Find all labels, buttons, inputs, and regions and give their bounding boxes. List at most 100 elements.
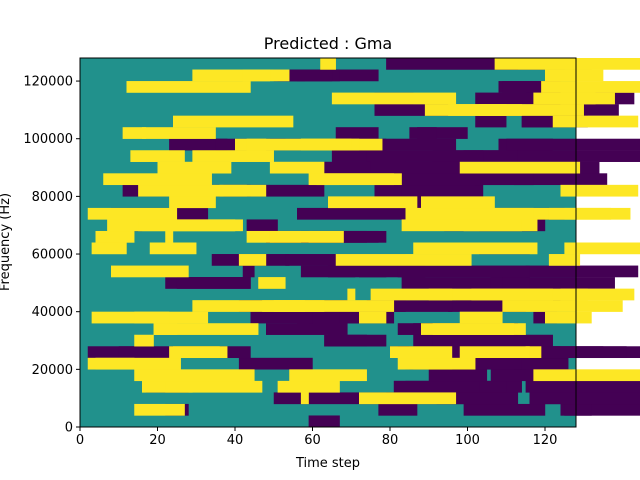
y-axis: 0 20000 40000 60000 80000 100000 120000: [23, 75, 80, 436]
heatmap-cell-high: [173, 346, 228, 359]
heatmap-cell-high: [192, 300, 325, 312]
heatmap-cell-high: [459, 161, 581, 174]
heatmap-cell-low: [463, 403, 546, 416]
heatmap-cell-low: [506, 138, 640, 151]
heatmap-cell-low: [359, 265, 426, 278]
heatmap-cell-low: [517, 150, 640, 162]
heatmap-cell-low: [266, 323, 348, 335]
y-tick-label: 120000: [23, 75, 73, 90]
chart-title: Predicted : Gma: [264, 34, 392, 53]
heatmap-cell-low: [514, 357, 522, 370]
heatmap-cell-high: [238, 254, 267, 266]
heatmap-cell-high: [390, 346, 453, 359]
heatmap-cell-low: [475, 115, 507, 128]
heatmap-cell-high: [560, 92, 615, 105]
heatmap-cell-high: [262, 300, 395, 312]
heatmap-cell-low: [448, 300, 526, 312]
heatmap-cell-high: [91, 242, 127, 255]
heatmap-cell-high: [165, 380, 263, 393]
heatmap-cell-low: [176, 277, 251, 289]
heatmap-cell-high: [560, 184, 639, 197]
heatmap-cell-high: [331, 92, 457, 105]
heatmap-cell-low: [529, 392, 640, 405]
heatmap-cell-low: [331, 150, 371, 162]
heatmap-cell-high: [359, 392, 457, 405]
heatmap-cell-low: [560, 403, 640, 416]
y-tick-label: 100000: [23, 132, 73, 147]
heatmap-cell-high: [258, 277, 286, 289]
x-axis: 0 20 40 60 80 100 120: [76, 427, 557, 448]
heatmap-cell-high: [552, 115, 639, 128]
heatmap-cell-low: [300, 265, 387, 278]
heatmap-cell-low: [475, 173, 608, 186]
heatmap-cell-low: [374, 104, 449, 116]
heatmap-cell-high: [138, 184, 267, 197]
y-tick-label: 20000: [32, 363, 73, 378]
y-tick-label: 40000: [32, 305, 73, 320]
heatmap-cell-high: [413, 242, 538, 255]
heatmap-cell-low: [238, 357, 313, 370]
x-tick-label: 100: [455, 433, 480, 448]
heatmap-cell-high: [149, 242, 197, 255]
heatmap-cell-high: [103, 173, 212, 186]
heatmap-cell-low: [525, 380, 640, 393]
heatmap-cell-high: [448, 104, 507, 116]
heatmap-cell-low: [223, 184, 325, 197]
heatmap-cell-high: [320, 58, 336, 70]
heatmap-cell-high: [564, 58, 640, 70]
heatmap-cell-high: [153, 323, 259, 335]
heatmap-cell-low: [378, 184, 484, 197]
heatmap-cell-low: [87, 346, 139, 359]
heatmap-cell-low: [475, 92, 565, 105]
heatmap-cell-low: [277, 69, 333, 82]
x-tick-label: 80: [382, 433, 399, 448]
y-tick-label: 0: [65, 421, 73, 436]
heatmap-cells: [87, 58, 640, 428]
heatmap-cell-high: [359, 311, 387, 324]
heatmap-cell-low: [397, 265, 530, 278]
heatmap-cell-low: [428, 369, 488, 382]
heatmap-cell-high: [421, 323, 515, 335]
heatmap-cell-low: [502, 277, 530, 289]
heatmap-cell-low: [432, 334, 553, 347]
heatmap-cell-low: [374, 184, 402, 197]
heatmap-cell-high: [533, 369, 640, 382]
heatmap-cell-high: [494, 58, 573, 70]
heatmap-cell-high: [335, 254, 472, 266]
heatmap-cell-high: [397, 357, 476, 370]
heatmap-cell-high: [242, 69, 271, 82]
x-tick-label: 40: [227, 433, 244, 448]
heatmap-cell-low: [250, 311, 313, 324]
heatmap-cell-low: [386, 58, 519, 70]
heatmap-cell-low: [366, 300, 453, 312]
heatmap-cell-high: [560, 288, 635, 301]
heatmap-cell-low: [568, 104, 619, 116]
heatmap-cell-low: [366, 150, 484, 162]
heatmap-cell-high: [134, 369, 255, 382]
heatmap-cell-high: [308, 173, 395, 186]
heatmap-cell-high: [134, 403, 185, 416]
heatmap-cell-high: [126, 81, 251, 93]
heatmap-cell-high: [548, 207, 631, 220]
heatmap-cell-high: [269, 230, 302, 243]
heatmap-cell-low: [324, 161, 406, 174]
heatmap-cell-high: [134, 311, 170, 324]
heatmap-cell-high: [277, 380, 340, 393]
heatmap-cell-high: [545, 311, 592, 324]
heatmap-cell-high: [405, 207, 534, 220]
y-axis-label: Frequency (Hz): [0, 193, 13, 291]
heatmap-cell-low: [564, 403, 592, 416]
heatmap-cell-high: [300, 392, 309, 405]
heatmap-cell-low: [525, 265, 639, 278]
heatmap-cell-high: [130, 150, 185, 162]
heatmap-cell-low: [432, 357, 569, 370]
heatmap-cell-high: [192, 69, 290, 82]
heatmap-cell-high: [87, 357, 135, 370]
heatmap-cell-low: [242, 265, 255, 278]
heatmap-cell-high: [111, 265, 189, 278]
heatmap-cell-high: [192, 150, 274, 162]
heatmap-cell-high: [95, 230, 135, 243]
heatmap-cell-low: [393, 380, 480, 393]
heatmap-cell-low: [521, 115, 569, 128]
